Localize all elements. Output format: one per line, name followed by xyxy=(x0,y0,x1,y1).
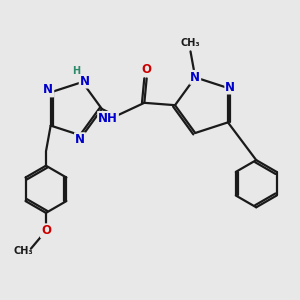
Text: CH₃: CH₃ xyxy=(181,38,200,48)
Text: N: N xyxy=(190,71,200,84)
Text: H: H xyxy=(72,65,80,76)
Text: O: O xyxy=(41,224,51,237)
Text: N: N xyxy=(225,80,235,94)
Text: N: N xyxy=(43,83,53,97)
Text: O: O xyxy=(142,63,152,76)
Text: N: N xyxy=(75,133,85,146)
Text: CH₃: CH₃ xyxy=(14,246,34,256)
Text: NH: NH xyxy=(98,112,118,125)
Text: N: N xyxy=(80,75,90,88)
